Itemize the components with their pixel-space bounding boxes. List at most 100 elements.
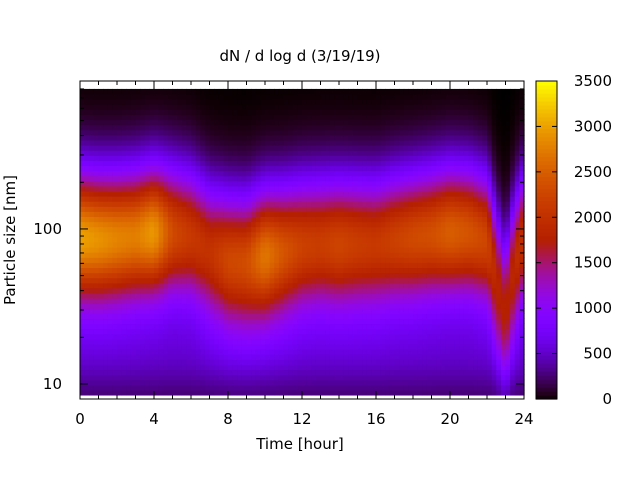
heatmap-cell	[454, 389, 460, 396]
heatmap-cell	[265, 282, 271, 289]
heatmap-cell	[214, 252, 220, 258]
heatmap-cell	[84, 349, 90, 355]
heatmap-cell	[163, 134, 169, 141]
heatmap-cell	[195, 349, 201, 355]
heatmap-cell	[80, 175, 86, 182]
heatmap-cell	[385, 150, 391, 156]
heatmap-cell	[366, 354, 372, 360]
heatmap-cell	[450, 190, 456, 197]
heatmap-cell	[126, 364, 132, 371]
heatmap-cell	[191, 267, 197, 274]
heatmap-cell	[278, 139, 285, 146]
heatmap-cell	[426, 308, 433, 314]
heatmap-cell	[177, 257, 183, 263]
heatmap-cell	[413, 318, 419, 325]
heatmap-cell	[214, 318, 220, 325]
heatmap-cell	[389, 282, 396, 289]
heatmap-cell	[246, 333, 252, 340]
heatmap-cell	[135, 129, 141, 136]
heatmap-cell	[352, 221, 359, 228]
heatmap-cell	[177, 231, 183, 238]
heatmap-cell	[413, 206, 419, 212]
heatmap-cell	[228, 262, 234, 269]
heatmap-cell	[121, 109, 127, 116]
heatmap-cell	[103, 277, 109, 284]
heatmap-cell	[172, 170, 178, 177]
heatmap-cell	[292, 308, 298, 314]
heatmap-cell	[339, 104, 345, 110]
heatmap-cell	[445, 292, 451, 299]
heatmap-cell	[403, 359, 409, 365]
heatmap-cell	[403, 298, 409, 304]
heatmap-cell	[191, 292, 197, 299]
heatmap-cell	[167, 88, 174, 95]
heatmap-cell	[311, 252, 317, 258]
heatmap-cell	[380, 124, 386, 131]
heatmap-cell	[403, 190, 409, 197]
heatmap-cell	[445, 343, 451, 350]
heatmap-cell	[366, 216, 372, 223]
heatmap-cell	[255, 267, 261, 274]
heatmap-cell	[84, 119, 90, 126]
heatmap-cell	[454, 318, 460, 325]
heatmap-cell	[339, 145, 345, 151]
heatmap-cell	[366, 277, 372, 284]
heatmap-cell	[223, 252, 229, 258]
heatmap-cell	[112, 211, 118, 218]
heatmap-cell	[413, 277, 419, 284]
heatmap-cell	[177, 99, 183, 105]
heatmap-cell	[223, 267, 229, 274]
heatmap-cell	[320, 104, 326, 110]
heatmap-cell	[172, 308, 178, 314]
heatmap-cell	[154, 104, 160, 110]
heatmap-cell	[454, 150, 460, 156]
heatmap-cell	[209, 369, 215, 376]
heatmap-cell	[278, 216, 285, 223]
heatmap-cell	[112, 221, 118, 228]
heatmap-cell	[459, 241, 465, 248]
heatmap-cell	[329, 262, 335, 269]
heatmap-cell	[172, 114, 178, 121]
heatmap-cell	[445, 272, 451, 279]
heatmap-cell	[195, 175, 201, 182]
heatmap-cell	[89, 313, 95, 320]
heatmap-cell	[154, 236, 160, 243]
heatmap-cell	[385, 313, 391, 320]
heatmap-cell	[126, 180, 132, 187]
heatmap-cell	[265, 313, 271, 320]
heatmap-cell	[385, 272, 391, 279]
heatmap-cell	[144, 196, 150, 202]
heatmap-cell	[241, 165, 248, 172]
heatmap-cell	[408, 216, 414, 223]
heatmap-cell	[195, 298, 201, 304]
heatmap-cell	[380, 94, 386, 100]
heatmap-cell	[265, 160, 271, 167]
heatmap-cell	[278, 272, 285, 279]
heatmap-cell	[422, 323, 428, 330]
heatmap-cell	[436, 231, 442, 238]
heatmap-cell	[204, 145, 211, 151]
heatmap-cell	[251, 277, 257, 284]
heatmap-cell	[80, 323, 86, 330]
heatmap-cell	[167, 287, 174, 294]
heatmap-cell	[214, 247, 220, 253]
heatmap-cell	[89, 211, 95, 218]
heatmap-cell	[130, 369, 137, 376]
heatmap-cell	[223, 201, 229, 207]
heatmap-cell	[149, 282, 155, 289]
heatmap-cell	[140, 124, 146, 131]
heatmap-cell	[117, 257, 123, 263]
heatmap-cell	[278, 180, 285, 187]
heatmap-cell	[163, 109, 169, 116]
heatmap-cell	[80, 114, 86, 121]
heatmap-cell	[292, 262, 298, 269]
heatmap-cell	[380, 99, 386, 105]
heatmap-cell	[89, 277, 95, 284]
heatmap-cell	[218, 379, 224, 386]
heatmap-cell	[112, 241, 118, 248]
heatmap-cell	[454, 114, 460, 121]
heatmap-cell	[454, 384, 460, 391]
heatmap-cell	[195, 165, 201, 172]
heatmap-cell	[274, 119, 280, 126]
heatmap-cell	[186, 349, 192, 355]
